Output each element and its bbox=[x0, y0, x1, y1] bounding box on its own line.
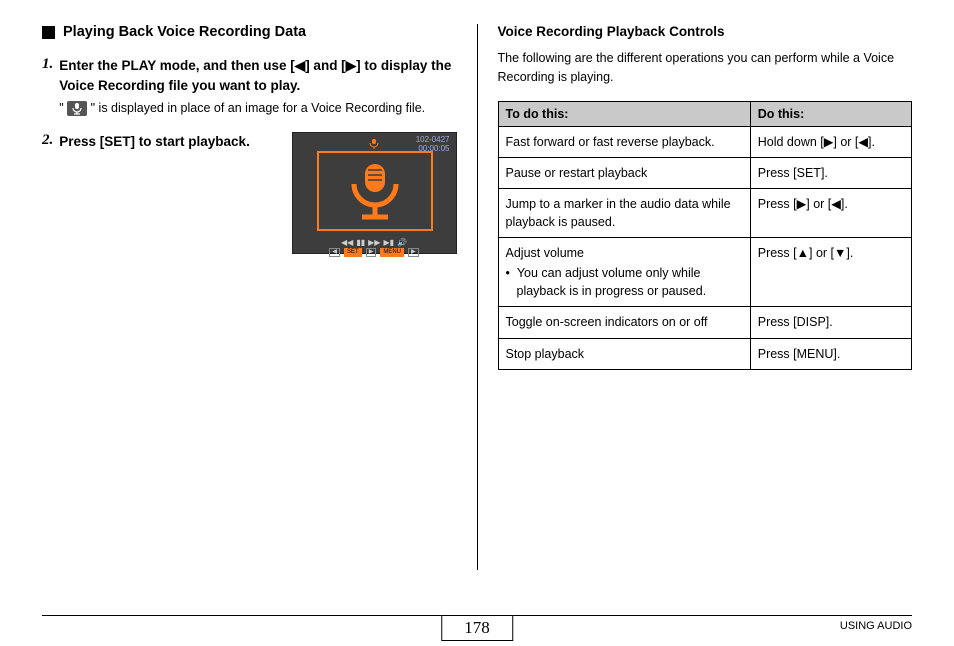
left-column: Playing Back Voice Recording Data 1. Ent… bbox=[42, 24, 477, 570]
square-bullet-icon bbox=[42, 26, 55, 39]
step-note: " " is displayed in place of an image fo… bbox=[59, 99, 456, 118]
right-intro: The following are the different operatio… bbox=[498, 49, 913, 87]
table-cell: Stop playback bbox=[498, 338, 750, 369]
table-cell: Toggle on-screen indicators on or off bbox=[498, 307, 750, 338]
page-number: 178 bbox=[441, 615, 513, 641]
right-column: Voice Recording Playback Controls The fo… bbox=[478, 24, 913, 570]
left-arrow-icon: ◀ bbox=[858, 135, 868, 149]
table-cell: Jump to a marker in the audio data while… bbox=[498, 188, 750, 237]
table-subnote: • You can adjust volume only while playb… bbox=[506, 264, 743, 300]
footer-rule: 178 USING AUDIO bbox=[42, 615, 912, 616]
table-cell: Hold down [▶] or [◀]. bbox=[750, 126, 911, 157]
table-cell: Fast forward or fast reverse playback. bbox=[498, 126, 750, 157]
right-arrow-icon: ▶ bbox=[346, 58, 356, 73]
footer-section-label: USING AUDIO bbox=[840, 620, 912, 632]
table-row: Adjust volume • You can adjust volume on… bbox=[498, 238, 912, 307]
left-arrow-icon: ◀ bbox=[295, 58, 305, 73]
right-arrow-icon: ▶ bbox=[797, 197, 807, 211]
mic-badge-icon bbox=[67, 101, 87, 116]
section-title-text: Playing Back Voice Recording Data bbox=[63, 24, 306, 40]
table-header: Do this: bbox=[750, 101, 911, 126]
lcd-frame bbox=[317, 151, 433, 231]
table-cell: Press [SET]. bbox=[750, 157, 911, 188]
table-row: Jump to a marker in the audio data while… bbox=[498, 188, 912, 237]
right-heading: Voice Recording Playback Controls bbox=[498, 24, 913, 39]
table-row: Toggle on-screen indicators on or off Pr… bbox=[498, 307, 912, 338]
section-title: Playing Back Voice Recording Data bbox=[42, 24, 457, 40]
step-body: Press [SET] to start playback. 102-0427 … bbox=[59, 132, 456, 254]
lcd-file-no: 102-0427 bbox=[416, 135, 450, 145]
table-cell: Adjust volume • You can adjust volume on… bbox=[498, 238, 750, 307]
lcd-screen: 102-0427 00:00:05 bbox=[293, 133, 456, 253]
table-cell: Press [DISP]. bbox=[750, 307, 911, 338]
step-1: 1. Enter the PLAY mode, and then use [◀]… bbox=[42, 56, 457, 118]
table-cell: Press [MENU]. bbox=[750, 338, 911, 369]
mic-large-icon bbox=[340, 160, 410, 222]
table-cell: Press [▲] or [▼]. bbox=[750, 238, 911, 307]
page-footer: 178 USING AUDIO bbox=[42, 615, 912, 616]
step-title: Enter the PLAY mode, and then use [◀] an… bbox=[59, 56, 456, 95]
step-body: Enter the PLAY mode, and then use [◀] an… bbox=[59, 56, 456, 118]
lcd-preview: 102-0427 00:00:05 bbox=[292, 132, 457, 254]
table-header: To do this: bbox=[498, 101, 750, 126]
table-cell: Press [▶] or [◀]. bbox=[750, 188, 911, 237]
table-row: Stop playback Press [MENU]. bbox=[498, 338, 912, 369]
step-number: 1. bbox=[42, 56, 53, 118]
step-title: Press [SET] to start playback. bbox=[59, 132, 279, 152]
table-header-row: To do this: Do this: bbox=[498, 101, 912, 126]
step-2: 2. Press [SET] to start playback. 102-04… bbox=[42, 132, 457, 254]
down-arrow-icon: ▼ bbox=[834, 246, 846, 260]
table-row: Pause or restart playback Press [SET]. bbox=[498, 157, 912, 188]
up-arrow-icon: ▲ bbox=[797, 246, 809, 260]
table-row: Fast forward or fast reverse playback. H… bbox=[498, 126, 912, 157]
table-cell: Pause or restart playback bbox=[498, 157, 750, 188]
step-number: 2. bbox=[42, 132, 53, 254]
lcd-labels: ◀ SET ▶ MENU ▶ bbox=[293, 245, 456, 261]
page-content: Playing Back Voice Recording Data 1. Ent… bbox=[0, 0, 954, 570]
right-arrow-icon: ▶ bbox=[824, 135, 834, 149]
left-arrow-icon: ◀ bbox=[831, 197, 841, 211]
controls-table: To do this: Do this: Fast forward or fas… bbox=[498, 101, 913, 370]
